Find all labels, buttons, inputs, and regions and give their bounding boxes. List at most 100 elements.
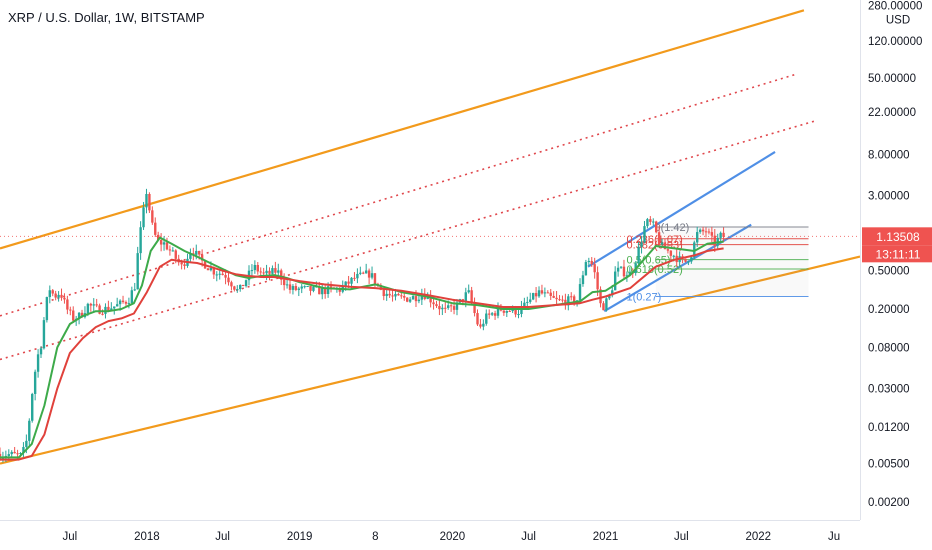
- candle-body: [540, 290, 544, 294]
- candle-body: [145, 194, 148, 208]
- candle-body: [367, 270, 371, 278]
- candle-body: [502, 310, 506, 313]
- candle-body: [136, 253, 139, 290]
- chart-title: XRP / U.S. Dollar, 1W, BITSTAMP: [8, 10, 205, 25]
- bar-countdown: 13:11:11: [876, 247, 921, 261]
- price-axis[interactable]: 280.00000 120.00000 50.00000 22.00000 8.0000…: [860, 0, 932, 550]
- price-tick-label: 22.00000: [868, 107, 916, 119]
- candle-body: [294, 286, 298, 290]
- candle-body: [523, 302, 526, 307]
- candle-body: [441, 307, 444, 310]
- time-tick-label: Ju: [828, 531, 840, 543]
- countdown-tag: [862, 245, 932, 263]
- candle-body: [95, 304, 98, 306]
- candle-body: [303, 286, 306, 288]
- candle-body: [239, 284, 242, 290]
- candle-body: [171, 250, 175, 252]
- candle-body: [36, 354, 40, 372]
- candle-body: [323, 287, 327, 295]
- candle-body: [10, 451, 13, 455]
- candle-body: [529, 299, 532, 302]
- candle-body: [719, 232, 722, 238]
- candle-body: [139, 227, 142, 254]
- candle-body: [221, 273, 224, 276]
- candle-body: [552, 295, 555, 298]
- candle-body: [271, 268, 274, 274]
- price-tick-label: 3.00000: [868, 191, 910, 203]
- candle-body: [54, 293, 57, 298]
- candle-body: [505, 310, 508, 313]
- candle-body: [581, 275, 585, 285]
- time-tick-label: 2018: [134, 531, 160, 543]
- candle-body: [42, 320, 46, 349]
- candles: [0, 188, 725, 463]
- candle-body: [195, 250, 198, 255]
- candle-body: [253, 264, 257, 271]
- time-tick-label: 2020: [440, 531, 466, 543]
- candle-body: [274, 268, 277, 273]
- candle-body: [447, 305, 450, 308]
- price-tags: 1.13508 13:11:11: [862, 227, 932, 263]
- price-tick-label: 0.01200: [868, 422, 910, 434]
- candle-body: [696, 232, 699, 243]
- candle-body: [285, 284, 289, 286]
- candle-body: [148, 194, 151, 211]
- candle-body: [590, 260, 593, 265]
- candle-body: [89, 303, 93, 306]
- candle-body: [353, 277, 356, 279]
- candle-body: [508, 310, 511, 312]
- candle-body: [464, 292, 467, 302]
- candle-body: [156, 234, 160, 240]
- time-tick-label: 8: [372, 531, 378, 543]
- candle-body: [25, 440, 28, 447]
- price-tick-label: 50.00000: [868, 73, 916, 85]
- candle-body: [388, 293, 391, 296]
- time-tick-label: Jul: [521, 531, 536, 543]
- candle-body: [493, 313, 497, 316]
- time-axis[interactable]: Jul 2018 Jul 2019 8 2020 Jul 2021 Jul 2022 Ju: [0, 520, 860, 544]
- candle-body: [687, 261, 690, 263]
- candle-body: [373, 273, 377, 284]
- candle-body: [570, 296, 573, 298]
- candle-body: [531, 293, 535, 300]
- candle-body: [206, 268, 210, 271]
- time-tick-label: Jul: [63, 531, 78, 543]
- price-tick-label: 0.50000: [868, 266, 910, 278]
- price-axis-background: [860, 0, 932, 550]
- candle-body: [321, 287, 324, 295]
- candle-body: [593, 264, 596, 273]
- price-tick-label: 8.00000: [868, 150, 910, 162]
- candle-body: [101, 313, 104, 315]
- candle-body: [19, 453, 22, 455]
- time-tick-label: Jul: [215, 531, 230, 543]
- candle-body: [444, 307, 447, 309]
- candle-body: [654, 221, 658, 233]
- candle-body: [356, 273, 359, 279]
- fast-moving-average: [0, 236, 724, 459]
- candle-body: [86, 303, 90, 314]
- candle-body: [707, 231, 711, 233]
- candle-body: [537, 290, 541, 297]
- candle-body: [649, 219, 652, 222]
- candle-body: [669, 250, 673, 256]
- candle-body: [482, 323, 485, 327]
- currency-label: USD: [886, 15, 910, 27]
- candle-body: [362, 272, 365, 274]
- candle-body: [39, 348, 43, 355]
- candle-body: [411, 296, 415, 300]
- candle-body: [244, 280, 248, 287]
- candle-body: [640, 242, 643, 247]
- candle-body: [233, 286, 236, 290]
- candle-body: [300, 286, 303, 289]
- candle-body: [628, 272, 632, 276]
- dotted-channel-line: [0, 73, 798, 317]
- candle-body: [490, 313, 494, 315]
- candle-body: [608, 295, 611, 299]
- candle-body: [452, 306, 456, 310]
- candle-body: [259, 271, 262, 273]
- candle-body: [476, 313, 479, 325]
- candle-body: [605, 298, 608, 311]
- candle-body: [713, 235, 716, 246]
- candle-body: [660, 242, 664, 245]
